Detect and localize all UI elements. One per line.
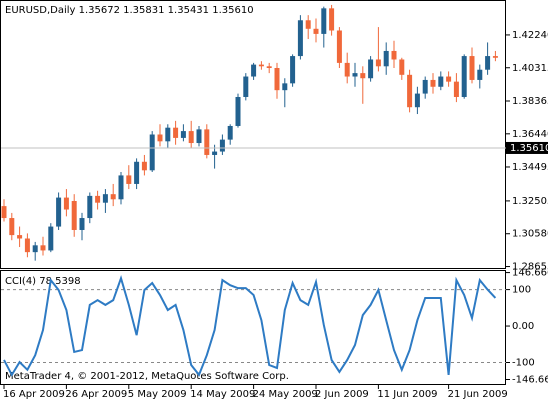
candle-body (110, 194, 116, 200)
candle-body (196, 129, 202, 144)
cci-panel (0, 270, 506, 385)
candle-body (118, 175, 124, 200)
candle-body (126, 175, 132, 184)
candle-body (266, 66, 272, 69)
x-tick-label: 26 Apr 2009 (65, 389, 127, 400)
candle-body (438, 76, 444, 87)
y-tick-label: -100 (512, 357, 535, 368)
candle-body (188, 131, 194, 144)
candle-body (375, 59, 381, 67)
y-tick-label: 1.34495 (512, 162, 548, 173)
candle-body (251, 64, 257, 77)
candle-body (344, 62, 350, 77)
candle-body (313, 28, 319, 34)
x-tick-label: 21 Jun 2009 (448, 389, 508, 400)
candle-body (71, 200, 77, 230)
candle-body (430, 79, 436, 87)
candle-body (453, 81, 459, 97)
candle-body (102, 194, 108, 203)
y-tick-label: -146.6667 (512, 375, 548, 386)
cci-title: CCI(4) 78.5398 (5, 276, 81, 287)
candle-body (243, 76, 249, 97)
candle-body (391, 50, 397, 60)
candle-body (24, 238, 30, 253)
candle-body (219, 139, 225, 152)
x-tick-label: 2 Jun 2009 (315, 389, 369, 400)
y-tick-label: 100 (512, 285, 531, 296)
watermark: MetaTrader 4, © 2001-2012, MetaQuotes So… (5, 371, 289, 382)
y-tick-label: 1.36440 (512, 129, 548, 140)
candle-body (48, 226, 54, 251)
y-tick-label: 1.42240 (512, 30, 548, 41)
candle-body (368, 59, 374, 79)
chart-title: EURUSD,Daily 1.35672 1.35831 1.35431 1.3… (5, 5, 254, 16)
last-price-label: 1.35610 (510, 143, 548, 154)
price-panel (0, 0, 506, 269)
candle-body (87, 195, 93, 219)
candle-body (134, 161, 140, 184)
candle-body (360, 73, 366, 79)
candle-body (446, 76, 452, 82)
candle-body (1, 206, 7, 219)
candle-body (157, 134, 163, 142)
candle-body (485, 56, 491, 70)
candle-body (383, 50, 389, 67)
x-tick-label: 11 Jun 2009 (377, 389, 437, 400)
cci-line (3, 275, 497, 377)
candle-body (204, 129, 210, 155)
candle-body (329, 8, 335, 31)
y-tick-label: 1.32505 (512, 196, 548, 207)
candle-body (274, 68, 280, 91)
y-tick-label: 1.38365 (512, 96, 548, 107)
y-tick-label: 1.28655 (512, 262, 548, 273)
y-tick-label: 0.00 (512, 321, 534, 332)
candle-body (79, 218, 85, 230)
x-tick-label: 16 Apr 2009 (3, 389, 65, 400)
candle-body (165, 127, 171, 142)
candle-body (282, 83, 288, 91)
candle-body (321, 8, 327, 34)
candle-body (461, 56, 467, 97)
candle-body (63, 197, 69, 210)
candle-body (414, 93, 420, 108)
candle-body (9, 218, 15, 236)
candle-body (352, 73, 358, 77)
candle-body (141, 161, 147, 171)
candle-body (56, 197, 62, 227)
candle-body (477, 69, 483, 80)
candle-body (258, 64, 264, 67)
candle-body (297, 20, 303, 57)
candle-body (492, 56, 498, 58)
y-tick-label: 1.40315 (512, 63, 548, 74)
candle-body (422, 79, 428, 94)
x-tick-label: 5 May 2009 (128, 389, 187, 400)
y-tick-label: 1.30580 (512, 229, 548, 240)
y-tick-label: 146.6667 (512, 268, 548, 279)
candle-body (305, 20, 311, 29)
candle-body (32, 245, 38, 253)
candle-body (336, 30, 342, 63)
candle-body (95, 195, 101, 203)
candle-body (469, 56, 475, 80)
candle-body (180, 131, 186, 138)
x-tick-label: 14 May 2009 (190, 389, 255, 400)
last-price-box (506, 141, 548, 154)
candle-body (399, 59, 405, 75)
candle-body (212, 151, 218, 155)
candle-body (290, 56, 296, 84)
candle-body (227, 125, 233, 140)
candle-body (235, 96, 241, 126)
candle-body (40, 245, 46, 251)
candle-body (173, 127, 179, 138)
candle-body (149, 134, 155, 171)
candle-body (407, 74, 413, 108)
candle-body (17, 235, 23, 239)
x-tick-label: 24 May 2009 (253, 389, 318, 400)
